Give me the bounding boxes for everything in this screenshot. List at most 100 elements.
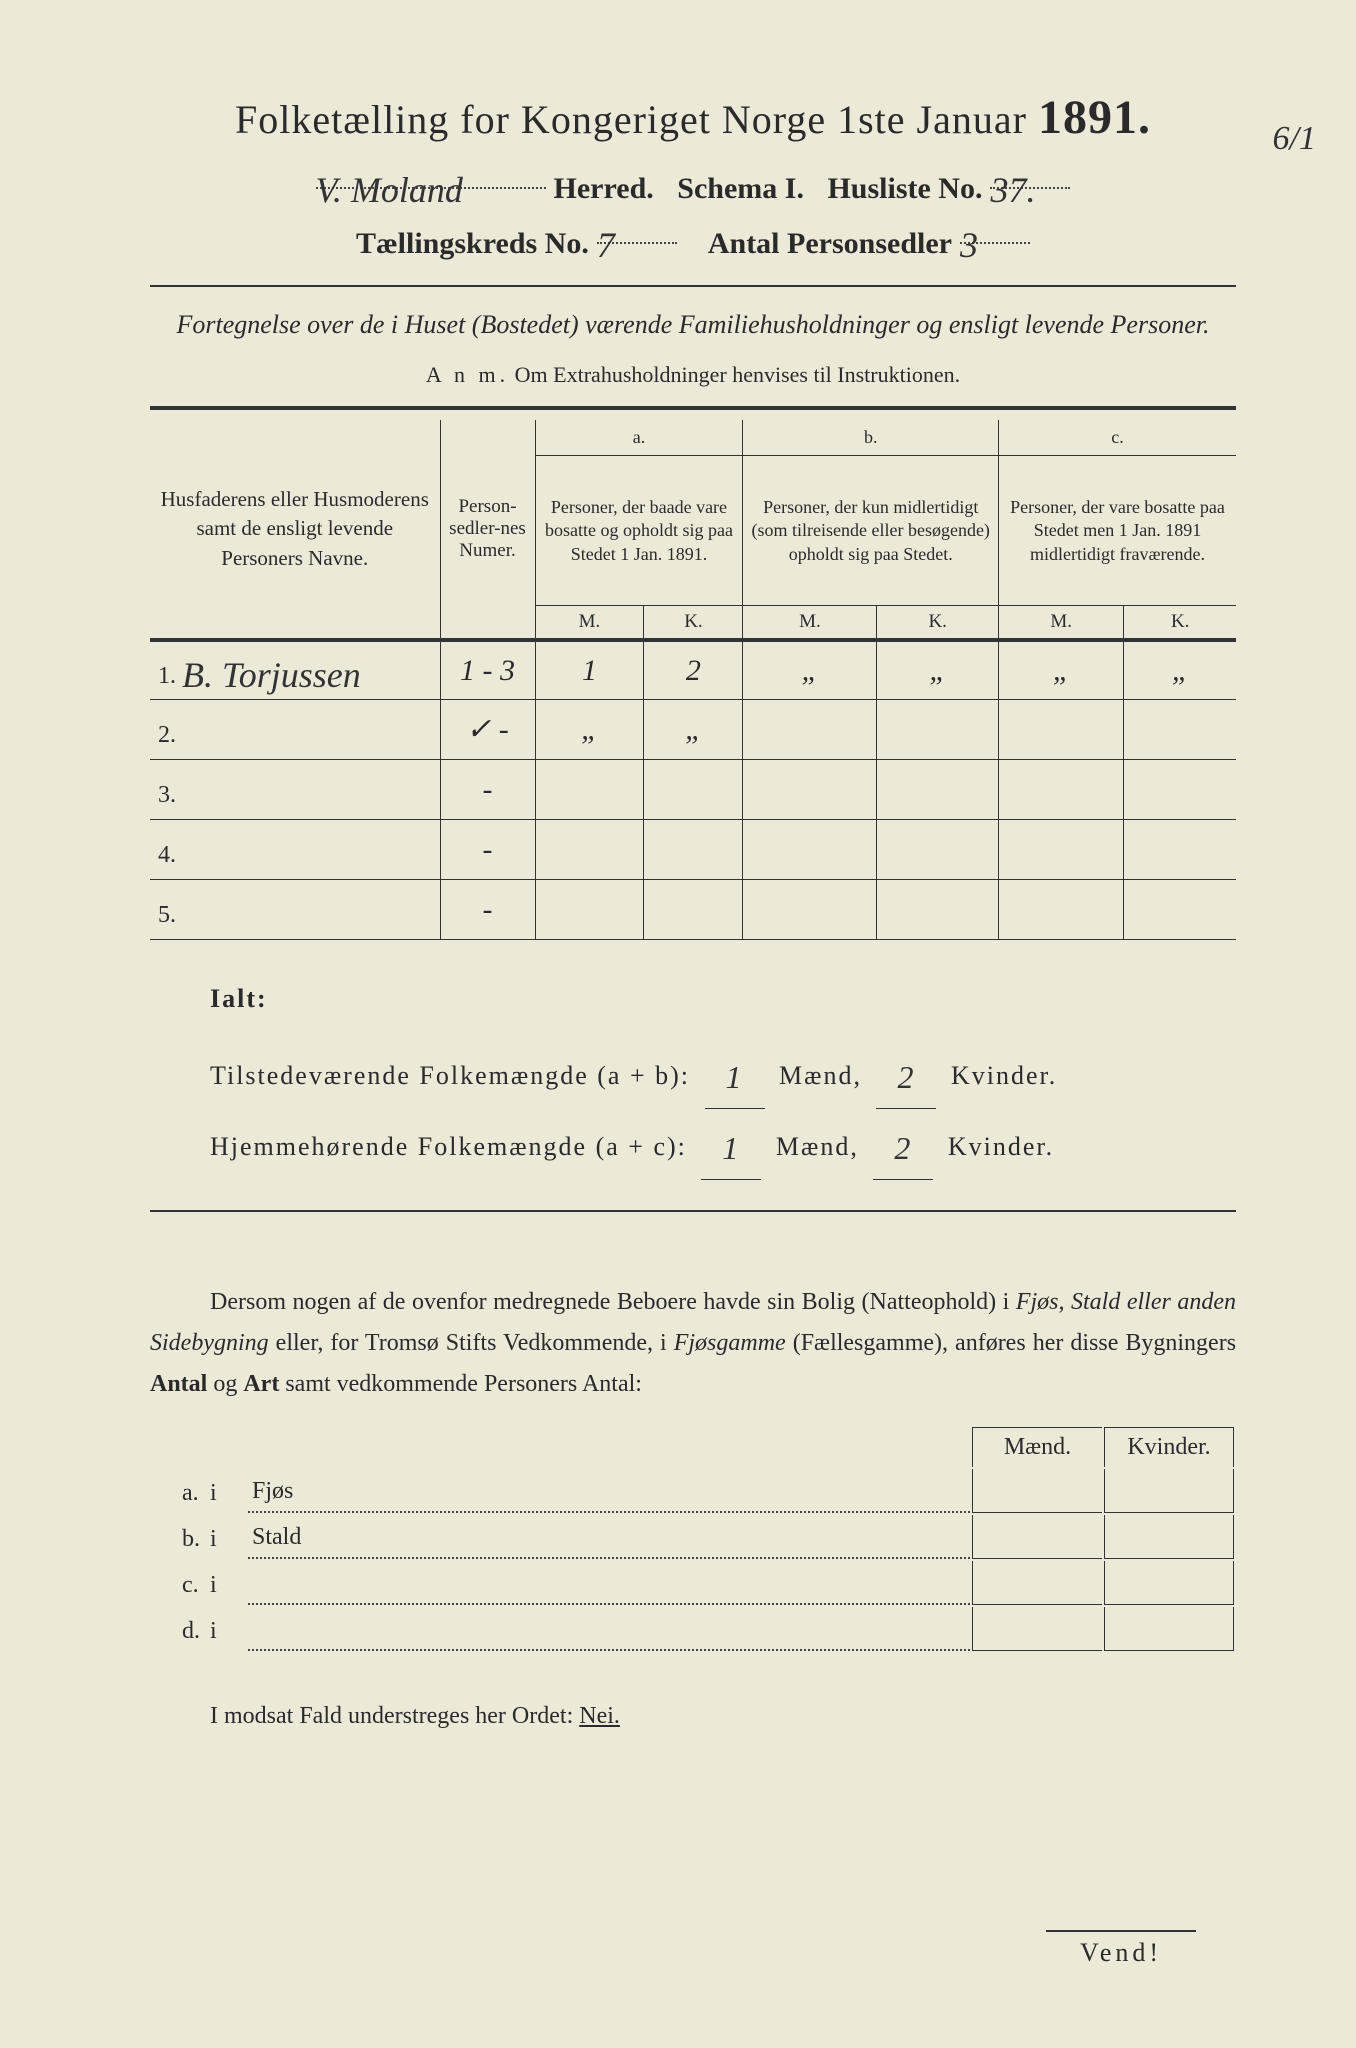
cell-cm: „ [999,640,1124,700]
col-num: Person-sedler-nes Numer. [440,420,535,640]
col-c-k: K. [1124,606,1236,640]
ialt2-k: 2 [894,1130,912,1166]
antal-value: 3 [960,225,978,265]
side-row: b.iStald [152,1515,1234,1559]
herred-label: Herred. [554,172,654,206]
row-number: 2. [150,700,440,760]
divider-3 [150,1210,1236,1212]
divider-2 [150,406,1236,410]
para-t1: Dersom nogen af de ovenfor medregnede Be… [210,1289,1016,1315]
nei-word: Nei. [579,1703,620,1729]
document-title: Folketælling for Kongeriget Norge 1ste J… [150,90,1236,145]
cell-bm [743,700,877,760]
cell-sedler: ✓ - [440,700,535,760]
nei-text: I modsat Fald understreges her Ordet: [210,1703,579,1729]
cell-cm [999,700,1124,760]
col-b-m: M. [743,606,877,640]
table-row: 5. - [150,880,1236,940]
para-em2: Fjøsgamme [674,1330,786,1356]
cell-bk: „ [877,640,999,700]
header-line-1: V. Moland Herred. Schema I. Husliste No.… [150,165,1236,206]
side-k-cell [1104,1607,1234,1651]
cell-sedler: 1 - 3 [440,640,535,700]
side-maend: Mænd. [972,1427,1102,1467]
col-a-text: Personer, der baade vare bosatte og opho… [535,456,743,606]
cell-bk [877,820,999,880]
paragraph: Dersom nogen af de ovenfor medregnede Be… [150,1282,1236,1404]
cell-bm: „ [743,640,877,700]
row-number: 4. [150,820,440,880]
cell-am [535,760,644,820]
cell-am: 1 [535,640,644,700]
cell-ak: 2 [644,640,743,700]
col-name: Husfaderens eller Husmoderens samt de en… [150,420,440,640]
subtitle: Fortegnelse over de i Huset (Bostedet) v… [150,305,1236,344]
anm-text: Om Extrahusholdninger henvises til Instr… [515,362,960,387]
ialt-maend-1: Mænd, [779,1061,862,1090]
ialt-label: Ialt: [210,970,1236,1027]
husliste-label: Husliste No. [827,172,982,206]
table-row: 4. - [150,820,1236,880]
side-i: i [206,1515,246,1559]
kreds-label: Tællingskreds No. [356,227,589,261]
totals-section: Ialt: Tilstedeværende Folkemængde (a + b… [150,970,1236,1180]
cell-am: „ [535,700,644,760]
side-label [248,1607,970,1651]
side-building-table: Mænd. Kvinder. a.iFjøsb.iStaldc.id.i [150,1425,1236,1653]
cell-am [535,820,644,880]
cell-ck [1124,820,1236,880]
ialt1-pre: Tilstedeværende Folkemængde (a + b): [210,1061,690,1090]
cell-ck [1124,700,1236,760]
ialt1-k: 2 [897,1059,915,1095]
row-number: 5. [150,880,440,940]
side-letter: c. [152,1561,204,1605]
cell-ak [644,760,743,820]
side-i: i [206,1469,246,1513]
table-row: 2. ✓ -„„ [150,700,1236,760]
antal-label: Antal Personsedler [708,227,952,261]
header-line-2: Tællingskreds No. 7 Antal Personsedler 3 [150,220,1236,261]
table-header-row-1: Husfaderens eller Husmoderens samt de en… [150,420,1236,456]
cell-cm [999,880,1124,940]
cell-ak: „ [644,700,743,760]
side-k-cell [1104,1469,1234,1513]
cell-sedler: - [440,880,535,940]
side-head-row: Mænd. Kvinder. [152,1427,1234,1467]
side-label: Fjøs [248,1469,970,1513]
side-label [248,1561,970,1605]
table-row: 3. - [150,760,1236,820]
ialt-line-2: Hjemmehørende Folkemængde (a + c): 1 Mæn… [210,1109,1236,1180]
cell-ak [644,880,743,940]
kreds-value: 7 [597,225,615,265]
divider-1 [150,285,1236,287]
cell-sedler: - [440,820,535,880]
para-t5: samt vedkommende Personers Antal: [285,1371,642,1397]
cell-cm [999,820,1124,880]
cell-bk [877,880,999,940]
cell-ck [1124,760,1236,820]
side-i: i [206,1561,246,1605]
vend-label: Vend! [1046,1930,1196,1968]
side-letter: d. [152,1607,204,1651]
ialt1-m: 1 [726,1059,744,1095]
cell-bm [743,760,877,820]
ialt2-m: 1 [722,1130,740,1166]
cell-ak [644,820,743,880]
margin-annotation: 6/1 [1273,120,1316,158]
table-row: 1. B. Torjussen1 - 312„„„„ [150,640,1236,700]
annotation-line: A n m. Om Extrahusholdninger henvises ti… [150,362,1236,388]
col-a-label: a. [535,420,743,456]
ialt-maend-2: Mænd, [776,1132,859,1161]
side-k-cell [1104,1561,1234,1605]
cell-bm [743,880,877,940]
col-a-m: M. [535,606,644,640]
side-kvinder: Kvinder. [1104,1427,1234,1467]
col-b-label: b. [743,420,999,456]
col-b-text: Personer, der kun midlertidigt (som tilr… [743,456,999,606]
side-letter: a. [152,1469,204,1513]
ialt-line-1: Tilstedeværende Folkemængde (a + b): 1 M… [210,1038,1236,1109]
ialt2-pre: Hjemmehørende Folkemængde (a + c): [210,1132,687,1161]
herred-value: V. Moland [316,170,463,210]
title-year: 1891. [1038,91,1151,144]
para-t3: (Fællesgamme), anføres her disse Bygning… [793,1330,1236,1356]
